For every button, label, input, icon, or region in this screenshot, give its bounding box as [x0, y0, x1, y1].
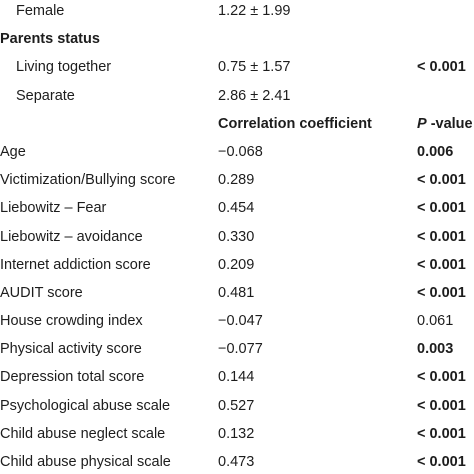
row-value: 0.144 [218, 369, 255, 386]
table-row-female: Female 1.22 ± 1.99 [0, 0, 474, 25]
column-header-correlation-coefficient: Correlation coefficient [218, 115, 372, 132]
row-p-value: < 0.001 [417, 397, 466, 414]
row-label: Victimization/Bullying score [0, 172, 176, 189]
row-label: Physical activity score [0, 341, 142, 358]
table-row: Child abuse physical scale 0.473 < 0.001 [0, 448, 474, 474]
row-value: 1.22 ± 1.99 [218, 3, 291, 19]
row-value: 0.289 [218, 172, 255, 189]
row-p-value: < 0.001 [417, 228, 466, 245]
row-value: −0.077 [218, 341, 263, 358]
row-p-value: < 0.001 [417, 200, 466, 217]
row-p-value: < 0.001 [417, 59, 466, 76]
row-label: Female [16, 3, 65, 19]
row-value: 0.75 ± 1.57 [218, 59, 291, 76]
section-heading-row: Parents status [0, 25, 474, 53]
section-heading-parents-status: Parents status [0, 31, 100, 48]
correlation-header-row: Correlation coefficient P -value [0, 110, 474, 138]
row-p-value: < 0.001 [417, 369, 466, 386]
row-p-value: < 0.001 [417, 284, 466, 301]
p-suffix: -value [426, 115, 473, 132]
table-row: Psychological abuse scale 0.527 < 0.001 [0, 392, 474, 420]
column-header-p-value: P -value [417, 110, 473, 138]
table-row: AUDIT score 0.481 < 0.001 [0, 279, 474, 307]
row-value: 2.86 ± 2.41 [218, 87, 291, 104]
row-label: Child abuse neglect scale [0, 425, 166, 442]
row-label: Liebowitz – avoidance [0, 228, 143, 245]
row-label: Living together [16, 59, 112, 76]
row-p-value: 0.003 [417, 341, 454, 358]
row-p-value: < 0.001 [417, 454, 466, 470]
table-row: Victimization/Bullying score 0.289 < 0.001 [0, 166, 474, 194]
row-label: Child abuse physical scale [0, 454, 171, 470]
row-value: 0.481 [218, 284, 255, 301]
correlation-rows: Age −0.068 0.006 Victimization/Bullying sco… [0, 138, 474, 474]
table-row: Physical activity score −0.077 0.003 [0, 335, 474, 363]
row-label: AUDIT score [0, 284, 83, 301]
row-label: Separate [16, 87, 75, 104]
row-value: 0.454 [218, 200, 255, 217]
row-value: 0.132 [218, 425, 255, 442]
table-row-living-together: Living together 0.75 ± 1.57 < 0.001 [0, 53, 474, 81]
table-row: Depression total score 0.144 < 0.001 [0, 363, 474, 391]
row-value: 0.473 [218, 454, 255, 470]
p-letter: P [417, 115, 427, 132]
row-label: Liebowitz – Fear [0, 200, 107, 217]
table-row: Internet addiction score 0.209 < 0.001 [0, 251, 474, 279]
row-p-value: 0.006 [417, 143, 454, 160]
table-row-separate: Separate 2.86 ± 2.41 [0, 82, 474, 110]
row-label: House crowding index [0, 313, 143, 330]
table-row: House crowding index −0.047 0.061 [0, 307, 474, 335]
row-value: 0.209 [218, 256, 255, 273]
table-row: Age −0.068 0.006 [0, 138, 474, 166]
row-p-value: 0.061 [417, 313, 454, 330]
row-label: Internet addiction score [0, 256, 151, 273]
row-label: Age [0, 143, 26, 160]
row-value: 0.330 [218, 228, 255, 245]
row-p-value: < 0.001 [417, 425, 466, 442]
row-value: −0.047 [218, 313, 263, 330]
row-label: Depression total score [0, 369, 145, 386]
row-p-value: < 0.001 [417, 256, 466, 273]
table-row: Child abuse neglect scale 0.132 < 0.001 [0, 420, 474, 448]
row-value: 0.527 [218, 397, 255, 414]
table-row: Liebowitz – avoidance 0.330 < 0.001 [0, 223, 474, 251]
row-value: −0.068 [218, 143, 263, 160]
table-row: Liebowitz – Fear 0.454 < 0.001 [0, 194, 474, 222]
row-p-value: < 0.001 [417, 172, 466, 189]
row-label: Psychological abuse scale [0, 397, 171, 414]
